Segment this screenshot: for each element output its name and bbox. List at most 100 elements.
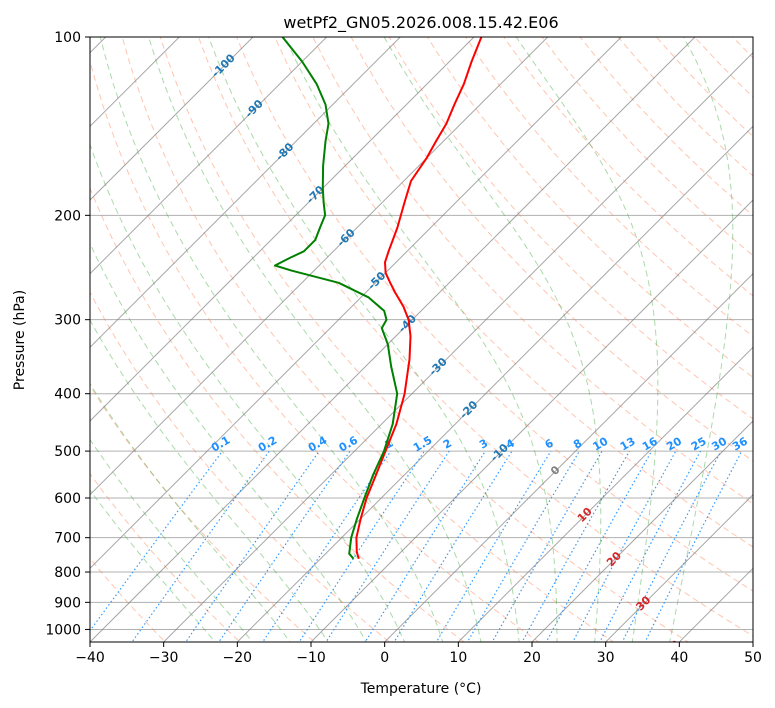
y-axis: 100 200 300 400 500 600 700 800 900 1000 [45, 30, 90, 638]
mixing-ratio-line [325, 450, 450, 642]
dry-adiabat [274, 37, 753, 548]
mixing-ratio-label: 2 [441, 437, 454, 452]
mixing-ratio-line [393, 450, 513, 642]
mixing-ratio-line [435, 450, 552, 642]
dry-adiabat [732, 37, 753, 59]
temperature-profile-line [355, 37, 483, 560]
chart-title: wetPf2_GN05.2026.008.15.42.E06 [283, 13, 558, 33]
mixing-ratio-line [131, 450, 270, 642]
mixing-ratio-line [364, 450, 486, 642]
mixing-ratio-label: 3 [477, 437, 490, 452]
y-tick-label: 400 [54, 387, 81, 403]
dewpoint-profile-line [274, 37, 399, 560]
y-tick-label: 200 [54, 208, 81, 224]
y-tick-label: 800 [54, 565, 81, 581]
mixing-ratio-label: 6 [543, 436, 556, 451]
plot-frame [89, 36, 754, 643]
x-tick-label: 10 [449, 650, 467, 666]
dry-adiabat [656, 37, 753, 138]
dry-adiabat [90, 186, 465, 642]
dry-adiabat [90, 472, 241, 642]
x-tick-label: −20 [223, 650, 253, 666]
x-axis-title: Temperature (°C) [360, 681, 482, 697]
isotherm-line [90, 37, 181, 128]
moist-adiabat [284, 37, 558, 642]
isotherm-line [90, 37, 696, 642]
x-tick-label: 50 [744, 650, 762, 666]
y-tick-label: 1000 [45, 622, 81, 638]
isotherm-line [531, 420, 753, 642]
isotherm-label: 20 [604, 549, 624, 569]
x-tick-label: −10 [296, 650, 326, 666]
isotherm-line [752, 641, 753, 642]
moist-adiabat [90, 489, 216, 642]
isotherm-line [0, 10, 59, 654]
dry-adiabat [198, 37, 753, 637]
dry-adiabat [121, 37, 615, 642]
mixing-ratio-line [644, 450, 743, 642]
y-tick-label: 500 [54, 444, 81, 460]
moist-adiabat [90, 382, 291, 642]
moist-adiabat [90, 143, 406, 642]
x-tick-label: 30 [597, 650, 615, 666]
dry-adiabat [465, 37, 753, 338]
dry-adiabat [503, 37, 753, 297]
isotherm-line [90, 37, 328, 275]
dry-adiabat [312, 37, 753, 505]
moist-adiabat [90, 438, 254, 642]
isotherm-line [90, 37, 549, 496]
moist-adiabat [515, 37, 659, 642]
dry-adiabat [236, 37, 753, 592]
mixing-ratio-line [262, 450, 392, 642]
x-tick-label: −40 [75, 650, 105, 666]
dry-adiabat [90, 291, 391, 642]
dry-adiabat [426, 37, 753, 378]
moist-adiabat [90, 319, 329, 642]
isotherm-line [383, 272, 753, 642]
mixing-ratio-line [185, 450, 320, 642]
isotherm-line [457, 346, 753, 642]
x-tick-label: 40 [670, 650, 688, 666]
isotherm-line [90, 37, 402, 349]
x-tick-label: 0 [380, 650, 389, 666]
mixing-ratio-line [218, 450, 351, 642]
mixing-ratio-line [545, 450, 653, 642]
isotherm-line [236, 125, 753, 642]
dry-adiabat [90, 59, 540, 642]
moist-adiabat [383, 37, 602, 642]
isotherm-line [90, 37, 475, 422]
dry-adiabat [694, 37, 753, 98]
dry-adiabat [388, 37, 753, 420]
isotherm-line [162, 51, 753, 642]
mixing-ratio-line [572, 450, 677, 642]
moist-adiabat [99, 37, 444, 642]
mixing-ratio-line [298, 450, 425, 642]
isotherm-line [604, 493, 753, 642]
isotherm-label: -30 [426, 355, 449, 378]
isotherm-label: -90 [242, 97, 265, 120]
moist-adiabat [669, 37, 734, 642]
mixing-ratio-line [491, 450, 603, 642]
y-tick-label: 900 [54, 595, 81, 611]
x-tick-label: −30 [149, 650, 179, 666]
isotherm-label: -100 [209, 51, 238, 80]
y-tick-label: 100 [54, 30, 81, 46]
y-tick-label: 300 [54, 313, 81, 329]
y-tick-label: 600 [54, 491, 81, 507]
dry-adiabat [90, 384, 316, 642]
isotherm-line [310, 199, 753, 642]
moist-adiabat [208, 37, 520, 642]
moist-adiabat [90, 242, 367, 642]
plot-area: -100-90-80-70-60-50-40-30-20-10010203040… [0, 10, 775, 658]
mixing-ratio-line [90, 450, 223, 632]
isotherm-label: -60 [334, 226, 357, 249]
isotherm-line [90, 37, 623, 570]
mixing-ratio-line [599, 450, 702, 642]
dry-adiabat [771, 37, 775, 654]
isotherm-label: 40 [663, 638, 683, 658]
moist-adiabat [148, 37, 482, 642]
y-tick-label: 700 [54, 531, 81, 547]
x-tick-label: 20 [523, 650, 541, 666]
mixing-ratio-line [466, 450, 580, 642]
